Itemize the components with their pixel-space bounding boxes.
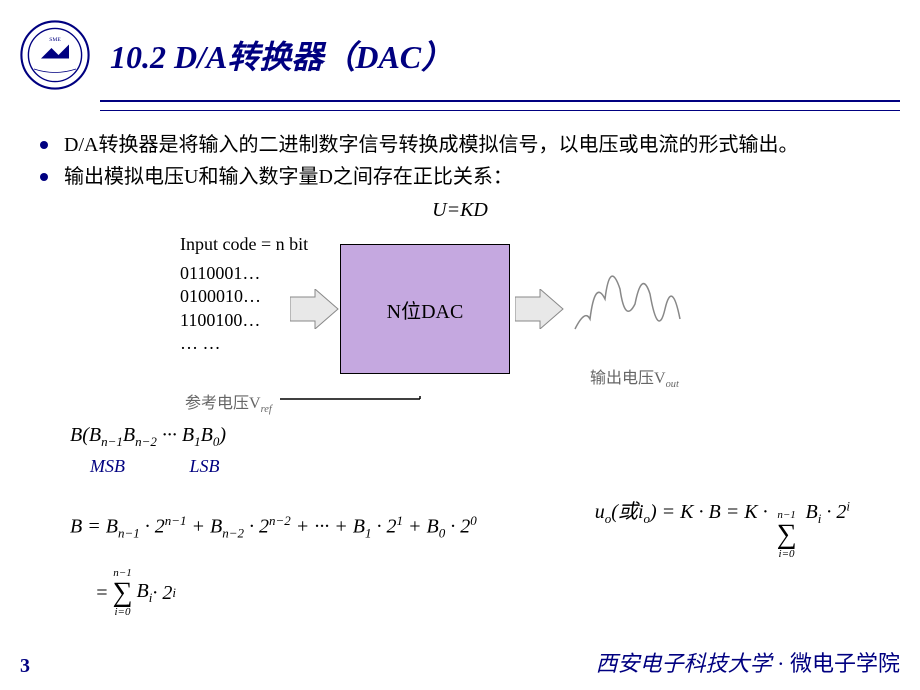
title-underline-thick <box>100 100 900 102</box>
binary-line: … … <box>180 332 261 355</box>
uo-formula: uo(或io) = K · B = K · n−1 ∑ i=0 Bi · 2i <box>595 495 850 560</box>
footer-department: 微电子学院 <box>790 651 900 676</box>
binary-line: 0110001… <box>180 262 261 285</box>
vref-label: 参考电压Vref <box>185 389 272 415</box>
vout-label: 输出电压Vout <box>590 364 679 390</box>
footer: 西安电子科技大学 · 微电子学院 <box>596 646 900 678</box>
output-waveform-icon <box>570 249 690 359</box>
formula-area: B(Bn−1Bn−2 ··· B1B0) MSB LSB B = Bn−1 · … <box>40 424 880 618</box>
b-expansion-formula: B = Bn−1 · 2n−1 + Bn−2 · 2n−2 + ··· + B1… <box>70 513 477 542</box>
msb-lsb-labels: MSB LSB <box>70 456 850 477</box>
bullet-text-1: D/A转换器是将输入的二进制数字信号转换成模拟信号，以电压或电流的形式输出。 <box>64 131 798 159</box>
input-arrow-icon <box>290 289 340 329</box>
slide-header: SME 10.2 D/A转换器（DAC） <box>0 0 920 100</box>
content-area: D/A转换器是将输入的二进制数字信号转换成模拟信号，以电压或电流的形式输出。 输… <box>0 131 920 618</box>
binary-line: 1100100… <box>180 309 261 332</box>
bullet-text-2: 输出模拟电压U和输入数字量D之间存在正比关系： <box>64 163 513 191</box>
lsb-label: LSB <box>190 456 220 476</box>
formula-row: B = Bn−1 · 2n−1 + Bn−2 · 2n−2 + ··· + B1… <box>70 495 850 560</box>
slide-title: 10.2 D/A转换器（DAC） <box>110 32 453 78</box>
bullet-item: D/A转换器是将输入的二进制数字信号转换成模拟信号，以电压或电流的形式输出。 <box>40 131 880 159</box>
binary-input-lines: 0110001… 0100010… 1100100… … … <box>180 262 261 356</box>
bullet-dot <box>40 141 48 149</box>
vref-arrow-icon <box>280 396 430 421</box>
bullet-item: 输出模拟电压U和输入数字量D之间存在正比关系： <box>40 163 880 191</box>
b-notation-formula: B(Bn−1Bn−2 ··· B1B0) <box>70 424 850 450</box>
title-underline-thin <box>100 110 900 111</box>
msb-label: MSB <box>90 456 125 476</box>
input-code-label: Input code = n bit <box>180 234 308 255</box>
footer-separator: · <box>777 651 784 676</box>
dac-diagram: Input code = n bit 0110001… 0100010… 110… <box>150 234 770 414</box>
equation-ukd: U=KD <box>40 199 880 222</box>
output-arrow-icon <box>515 289 565 329</box>
b-sum-formula: = n−1 ∑ i=0 Bi · 2i <box>95 568 176 618</box>
university-logo: SME <box>20 20 90 90</box>
bullet-dot <box>40 173 48 181</box>
page-number: 3 <box>20 655 30 678</box>
dac-box: N位DAC <box>340 244 510 374</box>
footer-university: 西安电子科技大学 <box>596 651 772 676</box>
binary-line: 0100010… <box>180 285 261 308</box>
svg-text:SME: SME <box>49 37 61 43</box>
